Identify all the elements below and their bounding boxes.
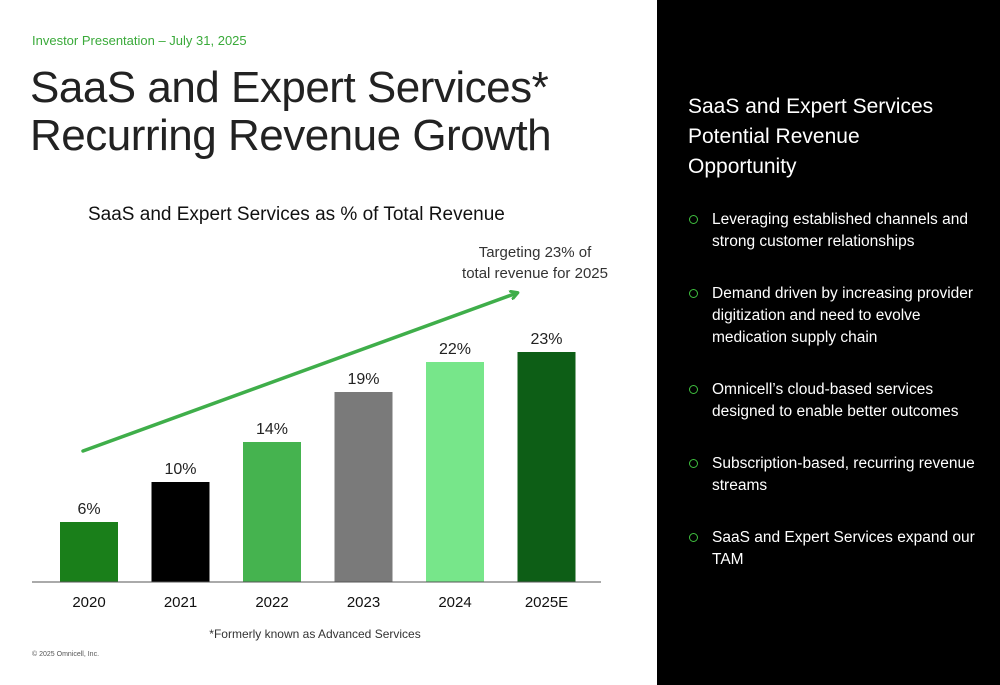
circle-bullet-icon xyxy=(689,385,698,394)
x-tick-label-2023: 2023 xyxy=(347,594,380,611)
eyebrow-text: Investor Presentation – July 31, 2025 xyxy=(32,33,247,48)
data-label-2023: 19% xyxy=(347,371,379,388)
bullet-item: Subscription-based, recurring revenue st… xyxy=(688,453,988,497)
bullet-item: Demand driven by increasing provider dig… xyxy=(688,283,988,349)
circle-bullet-icon xyxy=(689,215,698,224)
annotation-line-2: total revenue for 2025 xyxy=(462,265,608,282)
panel-title: SaaS and Expert Services Potential Reven… xyxy=(688,92,988,182)
copyright: © 2025 Omnicell, Inc. xyxy=(32,651,100,658)
circle-bullet-icon xyxy=(689,533,698,542)
bar-2020 xyxy=(60,522,118,582)
bullet-item: Omnicell’s cloud-based services designed… xyxy=(688,379,988,423)
slide-right-panel: SaaS and Expert Services Potential Reven… xyxy=(657,0,1000,685)
page-title-line-1: SaaS and Expert Services* xyxy=(30,63,549,112)
bullet-text: Demand driven by increasing provider dig… xyxy=(712,285,974,346)
panel-title-line-3: Opportunity xyxy=(688,155,797,178)
data-label-2020: 6% xyxy=(77,501,100,518)
circle-bullet-icon xyxy=(689,459,698,468)
x-tick-label-2025E: 2025E xyxy=(525,594,568,611)
panel-title-line-2: Potential Revenue xyxy=(688,125,860,148)
trend-arrow xyxy=(81,293,517,453)
bullet-text: Leveraging established channels and stro… xyxy=(712,211,968,250)
bullet-text: SaaS and Expert Services expand our TAM xyxy=(712,529,975,568)
panel-title-line-1: SaaS and Expert Services xyxy=(688,95,934,118)
x-tick-label-2021: 2021 xyxy=(164,594,197,611)
chart-annotation: Targeting 23% of total revenue for 2025 xyxy=(440,242,630,284)
data-label-2021: 10% xyxy=(164,461,196,478)
x-tick-label-2024: 2024 xyxy=(438,594,471,611)
data-label-2022: 14% xyxy=(256,421,288,438)
data-label-2025E: 23% xyxy=(530,331,562,348)
x-tick-label-2022: 2022 xyxy=(255,594,288,611)
bullet-list: Leveraging established channels and stro… xyxy=(688,209,988,601)
bullet-item: SaaS and Expert Services expand our TAM xyxy=(688,527,988,571)
bullet-item: Leveraging established channels and stro… xyxy=(688,209,988,253)
page-title: SaaS and Expert Services* Recurring Reve… xyxy=(30,63,552,160)
x-tick-label-2020: 2020 xyxy=(72,594,105,611)
page-title-line-2: Recurring Revenue Growth xyxy=(30,111,552,160)
bullet-text: Omnicell’s cloud-based services designed… xyxy=(712,381,959,420)
bar-chart: 6% 2020 10% 2021 14% 2022 19% 2023 22% 2024 23% 202… xyxy=(32,0,601,611)
bar-2021 xyxy=(151,482,210,582)
data-label-2024: 22% xyxy=(439,341,471,358)
bar-2023 xyxy=(334,392,393,582)
bar-2025E xyxy=(517,352,576,582)
footnote: *Formerly known as Advanced Services xyxy=(209,627,421,641)
annotation-line-1: Targeting 23% of xyxy=(478,244,592,261)
chart-title: SaaS and Expert Services as % of Total R… xyxy=(88,204,505,225)
bullet-text: Subscription-based, recurring revenue st… xyxy=(712,455,975,494)
slide-left-panel: Investor Presentation – July 31, 2025 Sa… xyxy=(30,0,630,658)
circle-bullet-icon xyxy=(689,289,698,298)
bar-2024 xyxy=(426,362,484,582)
bar-2022 xyxy=(243,442,301,582)
